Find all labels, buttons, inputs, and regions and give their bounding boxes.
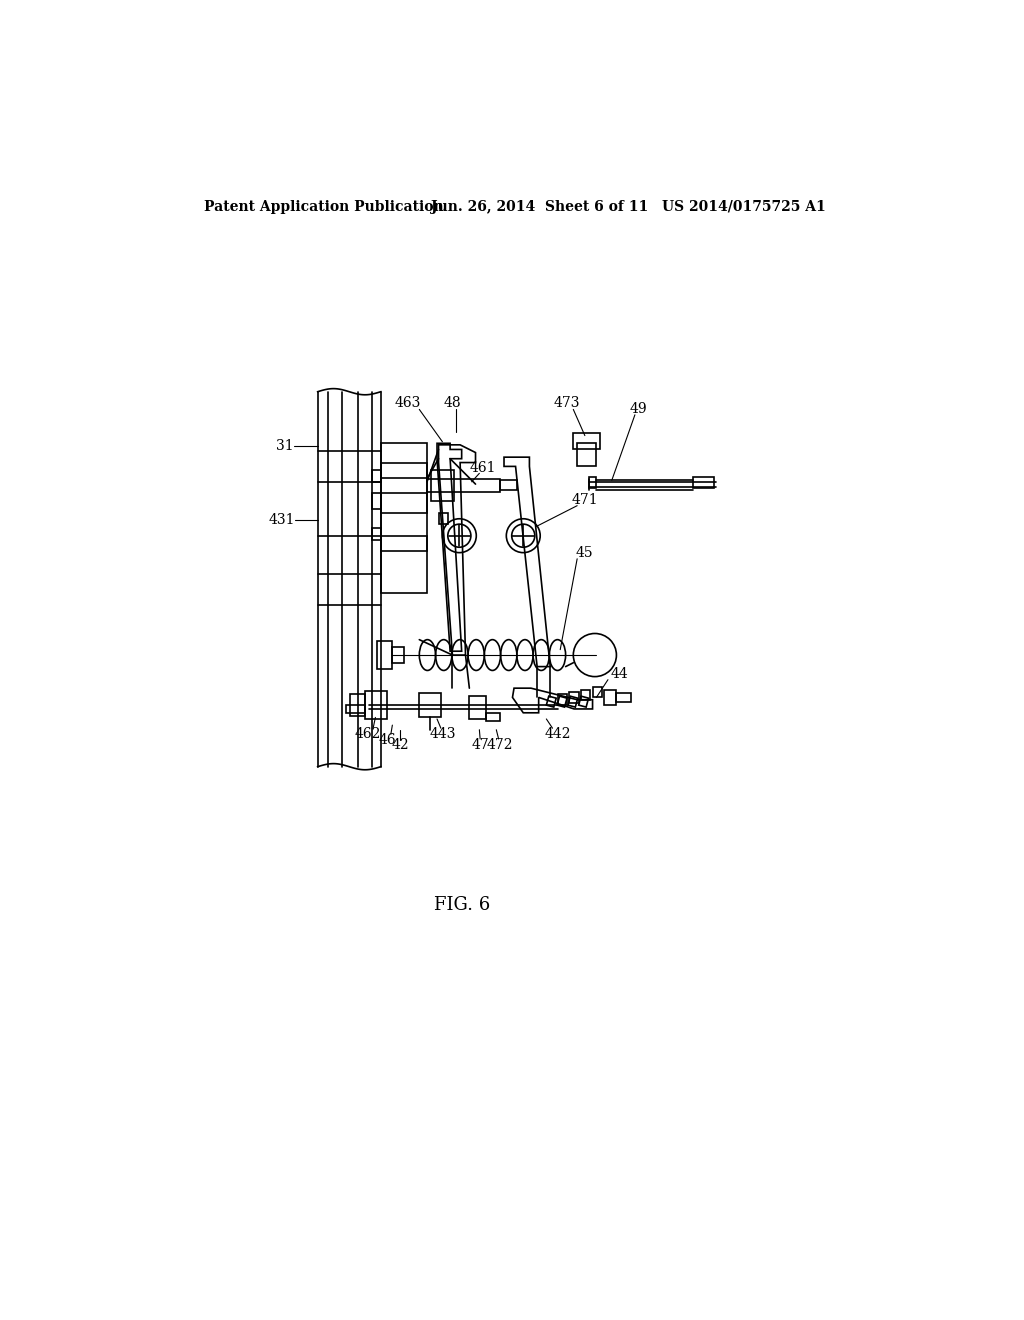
Bar (381, 536, 427, 552)
Bar (615, 693, 631, 702)
Bar (346, 705, 366, 713)
Bar (573, 433, 600, 449)
Bar (372, 528, 381, 540)
Text: 462: 462 (354, 727, 381, 742)
Bar (557, 696, 567, 708)
Bar (568, 696, 578, 708)
Text: 44: 44 (610, 668, 629, 681)
Bar (350, 694, 366, 715)
Text: Jun. 26, 2014  Sheet 6 of 11: Jun. 26, 2014 Sheet 6 of 11 (431, 199, 648, 214)
Text: 46: 46 (378, 733, 396, 747)
Bar (547, 696, 556, 708)
Bar (500, 480, 517, 490)
Bar (581, 689, 590, 701)
Text: 42: 42 (391, 738, 409, 752)
Bar (486, 713, 500, 721)
Bar (381, 462, 427, 478)
Bar (372, 494, 381, 508)
Bar (419, 693, 441, 718)
Bar (372, 470, 381, 482)
Text: FIG. 6: FIG. 6 (433, 896, 489, 915)
Bar (431, 470, 454, 502)
Text: 431: 431 (269, 513, 296, 527)
Bar (366, 692, 387, 719)
Text: 45: 45 (577, 545, 594, 560)
Text: 49: 49 (630, 401, 647, 416)
Text: 473: 473 (554, 396, 581, 411)
Text: 472: 472 (486, 738, 513, 752)
Bar (469, 696, 486, 719)
Bar (578, 444, 596, 466)
Text: 31: 31 (275, 438, 293, 453)
Bar (438, 513, 447, 524)
Bar (692, 478, 714, 488)
Text: 442: 442 (545, 727, 571, 742)
Text: 463: 463 (394, 396, 421, 411)
Bar (427, 479, 500, 492)
Bar (569, 692, 579, 702)
Text: 443: 443 (429, 727, 456, 742)
Text: US 2014/0175725 A1: US 2014/0175725 A1 (662, 199, 825, 214)
Bar (377, 642, 392, 669)
Bar (558, 694, 567, 705)
Bar (593, 686, 602, 697)
Bar (589, 478, 596, 488)
Text: 47: 47 (472, 738, 489, 752)
Bar (392, 647, 403, 663)
Bar (381, 444, 427, 594)
Bar (579, 696, 589, 708)
Text: 48: 48 (443, 396, 461, 411)
Text: 471: 471 (571, 494, 598, 507)
Text: 461: 461 (470, 461, 497, 475)
Bar (604, 690, 615, 705)
Bar (381, 494, 427, 512)
Text: Patent Application Publication: Patent Application Publication (204, 199, 443, 214)
